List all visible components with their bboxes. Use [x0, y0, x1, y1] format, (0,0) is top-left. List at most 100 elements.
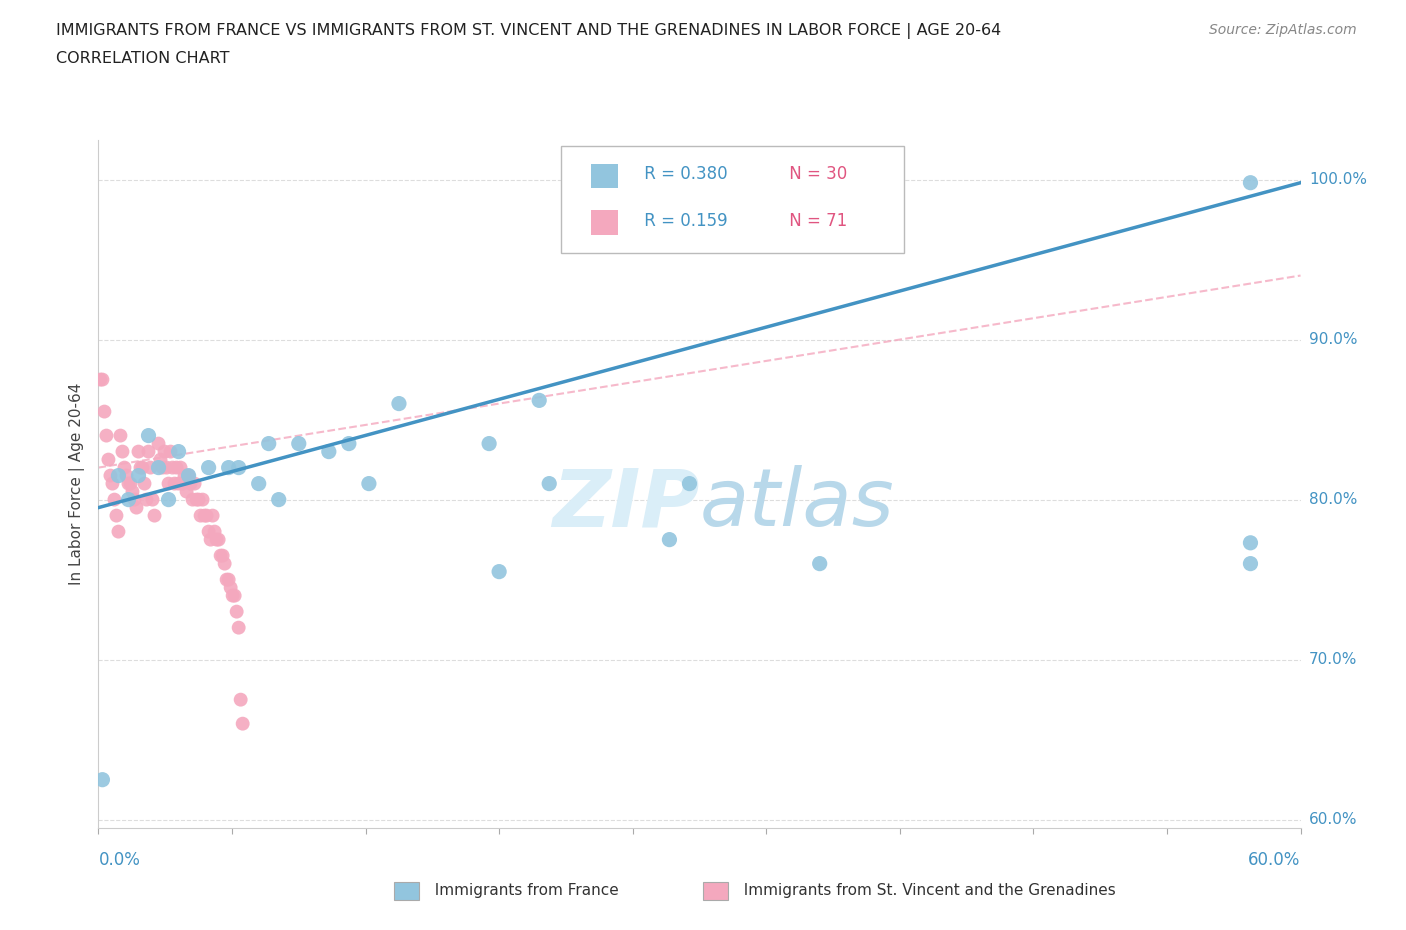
Point — [478, 436, 501, 451]
Point — [166, 460, 188, 475]
Point — [201, 508, 224, 523]
Point — [115, 468, 138, 483]
Point — [177, 468, 200, 483]
Point — [219, 580, 242, 595]
Point — [91, 772, 114, 787]
Point — [388, 396, 411, 411]
Point — [128, 468, 150, 483]
Point — [162, 460, 184, 475]
Point — [100, 468, 122, 483]
Point — [288, 436, 311, 451]
Point — [89, 372, 111, 387]
Point — [139, 460, 162, 475]
Point — [205, 532, 228, 547]
Point — [194, 508, 217, 523]
Point — [214, 556, 236, 571]
Point — [658, 532, 681, 547]
Point — [138, 428, 160, 443]
Text: R = 0.380: R = 0.380 — [640, 166, 728, 183]
Point — [257, 436, 280, 451]
Point — [357, 476, 380, 491]
Point — [337, 436, 360, 451]
Point — [221, 588, 243, 603]
Point — [157, 492, 180, 507]
Text: Immigrants from St. Vincent and the Grenadines: Immigrants from St. Vincent and the Gren… — [734, 884, 1116, 898]
Point — [215, 572, 238, 587]
FancyBboxPatch shape — [561, 146, 904, 253]
Text: R = 0.159: R = 0.159 — [640, 212, 728, 230]
Point — [117, 492, 139, 507]
Point — [195, 508, 218, 523]
Point — [1239, 536, 1261, 551]
Point — [107, 525, 129, 539]
Point — [180, 476, 202, 491]
Text: 60.0%: 60.0% — [1309, 812, 1357, 827]
FancyBboxPatch shape — [592, 210, 617, 234]
Point — [187, 492, 209, 507]
Point — [678, 476, 700, 491]
Point — [163, 476, 186, 491]
Point — [125, 500, 148, 515]
Point — [228, 620, 250, 635]
Text: N = 71: N = 71 — [783, 212, 846, 230]
Point — [114, 460, 136, 475]
Text: 60.0%: 60.0% — [1249, 851, 1301, 870]
Point — [148, 460, 170, 475]
Point — [176, 485, 198, 499]
Point — [111, 445, 134, 459]
Point — [97, 452, 120, 467]
Text: IMMIGRANTS FROM FRANCE VS IMMIGRANTS FROM ST. VINCENT AND THE GRENADINES IN LABO: IMMIGRANTS FROM FRANCE VS IMMIGRANTS FRO… — [56, 23, 1001, 39]
Point — [143, 508, 166, 523]
Point — [103, 492, 125, 507]
Point — [172, 476, 194, 491]
Point — [186, 492, 208, 507]
Point — [138, 445, 160, 459]
Point — [153, 445, 176, 459]
Point — [157, 476, 180, 491]
Point — [318, 445, 340, 459]
Text: N = 30: N = 30 — [783, 166, 846, 183]
Point — [131, 460, 153, 475]
Point — [177, 468, 200, 483]
Point — [155, 460, 177, 475]
Point — [152, 460, 174, 475]
Point — [173, 468, 195, 483]
Point — [204, 525, 226, 539]
Point — [200, 532, 222, 547]
Text: Immigrants from France: Immigrants from France — [425, 884, 619, 898]
Point — [124, 492, 146, 507]
Point — [191, 492, 214, 507]
Text: 0.0%: 0.0% — [98, 851, 141, 870]
Point — [197, 460, 219, 475]
Point — [149, 452, 172, 467]
Text: ZIP: ZIP — [553, 465, 699, 543]
Point — [135, 492, 157, 507]
Text: 90.0%: 90.0% — [1309, 332, 1357, 347]
Point — [190, 508, 212, 523]
Point — [117, 476, 139, 491]
Point — [93, 405, 115, 419]
Point — [225, 604, 247, 619]
Text: Source: ZipAtlas.com: Source: ZipAtlas.com — [1209, 23, 1357, 37]
Point — [121, 485, 143, 499]
Text: atlas: atlas — [699, 465, 894, 543]
Point — [141, 492, 163, 507]
Point — [1239, 556, 1261, 571]
Point — [808, 556, 831, 571]
Point — [197, 525, 219, 539]
Point — [488, 565, 510, 579]
Point — [134, 476, 156, 491]
Point — [107, 468, 129, 483]
Point — [529, 393, 551, 408]
Point — [211, 548, 233, 563]
Point — [218, 460, 240, 475]
Y-axis label: In Labor Force | Age 20-64: In Labor Force | Age 20-64 — [69, 382, 84, 585]
Point — [129, 460, 152, 475]
Point — [267, 492, 290, 507]
Point — [183, 476, 205, 491]
Point — [148, 436, 170, 451]
Point — [247, 476, 270, 491]
Text: 70.0%: 70.0% — [1309, 652, 1357, 667]
Text: 80.0%: 80.0% — [1309, 492, 1357, 507]
Point — [224, 588, 246, 603]
